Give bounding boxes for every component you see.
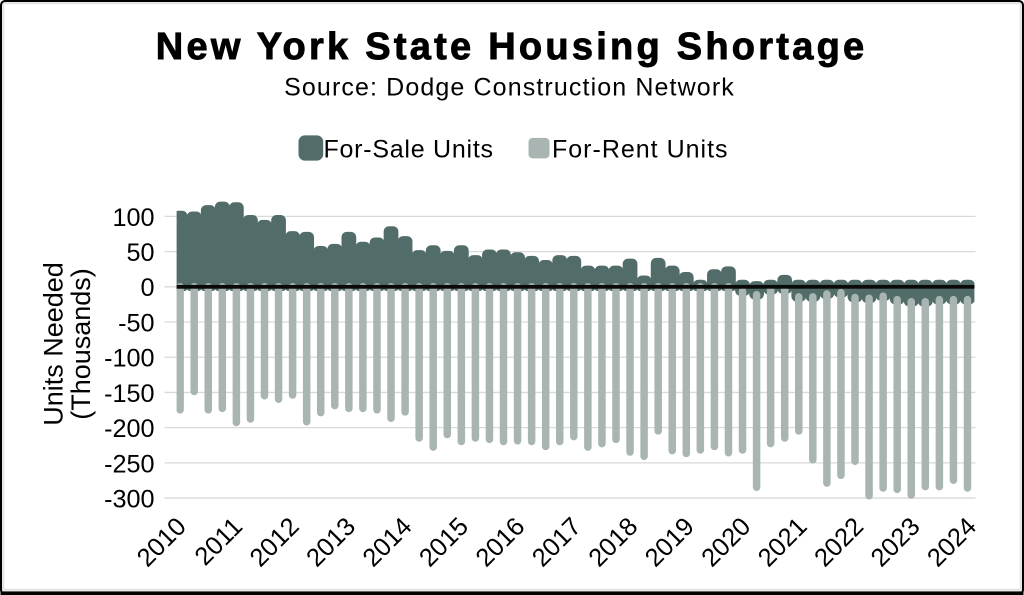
svg-text:-250: -250 bbox=[104, 450, 154, 478]
svg-text:New York State Housing Shortag: New York State Housing Shortage bbox=[156, 26, 868, 68]
svg-text:(Thousands): (Thousands) bbox=[66, 268, 96, 420]
svg-text:-200: -200 bbox=[104, 415, 154, 443]
svg-text:-300: -300 bbox=[104, 485, 154, 513]
svg-text:-50: -50 bbox=[118, 309, 154, 337]
svg-text:For-Rent Units: For-Rent Units bbox=[552, 136, 729, 164]
svg-text:0: 0 bbox=[140, 274, 154, 302]
svg-text:Units Needed: Units Needed bbox=[39, 262, 69, 426]
svg-text:For-Sale Units: For-Sale Units bbox=[324, 136, 494, 164]
svg-text:100: 100 bbox=[112, 204, 154, 232]
svg-text:Source: Dodge Construction Net: Source: Dodge Construction Network bbox=[284, 74, 735, 102]
svg-text:-150: -150 bbox=[104, 380, 154, 408]
svg-text:50: 50 bbox=[126, 239, 154, 267]
svg-text:-100: -100 bbox=[104, 345, 154, 373]
